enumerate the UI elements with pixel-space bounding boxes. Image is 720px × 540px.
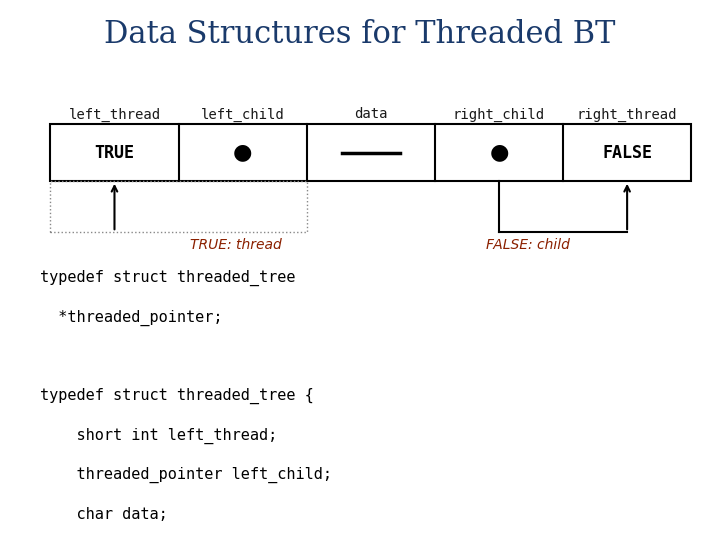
Text: char data;: char data; [40,507,167,522]
Text: right_thread: right_thread [577,107,678,122]
Text: left_child: left_child [201,107,284,122]
Text: TRUE: thread: TRUE: thread [189,238,282,252]
Text: FALSE: child: FALSE: child [486,238,570,252]
Text: TRUE: TRUE [94,144,135,161]
Bar [50,124,691,181]
Text: data: data [354,107,387,122]
Text: right_child: right_child [453,107,545,122]
Bar [50,181,307,232]
Text: ●: ● [490,143,508,163]
Text: threaded_pointer left_child;: threaded_pointer left_child; [40,467,332,483]
Text: left_thread: left_thread [68,107,161,122]
Text: *threaded_pointer;: *threaded_pointer; [40,309,222,326]
Text: typedef struct threaded_tree {: typedef struct threaded_tree { [40,388,313,404]
Text: short int left_thread;: short int left_thread; [40,428,277,444]
Text: ●: ● [233,143,252,163]
Text: typedef struct threaded_tree: typedef struct threaded_tree [40,270,295,286]
Text: Data Structures for Threaded BT: Data Structures for Threaded BT [104,19,616,50]
Text: FALSE: FALSE [602,144,652,161]
